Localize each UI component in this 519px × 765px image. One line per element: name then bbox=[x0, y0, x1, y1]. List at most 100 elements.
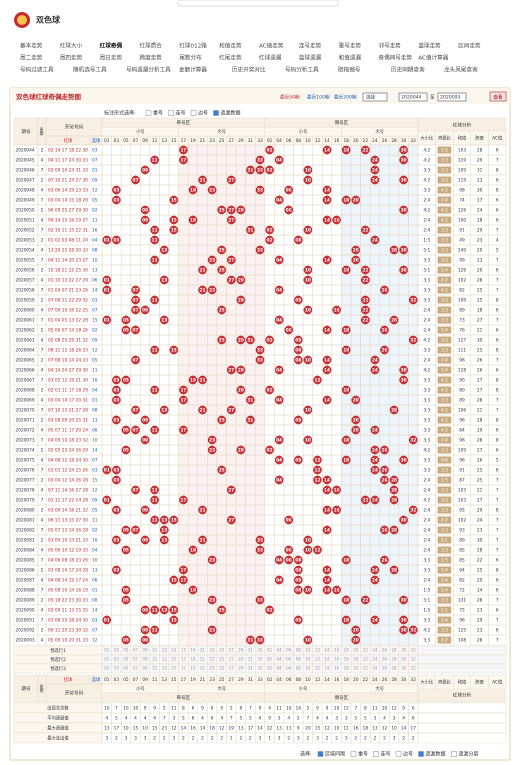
preselect-number[interactable]: 08 bbox=[296, 648, 302, 653]
preselect-number[interactable]: 24 bbox=[372, 657, 378, 662]
preselect-number[interactable]: 12 bbox=[315, 657, 321, 662]
preselect-number[interactable]: 10 bbox=[305, 657, 311, 662]
preselect-number[interactable]: 21 bbox=[200, 666, 206, 671]
nav-link[interactable]: 号码遗漏分析工具 bbox=[126, 66, 171, 74]
preselect-number[interactable]: 18 bbox=[344, 666, 350, 671]
checkbox[interactable] bbox=[213, 110, 219, 116]
preselect-number[interactable]: 02 bbox=[267, 657, 273, 662]
preselect-number[interactable]: 23 bbox=[210, 666, 216, 671]
nav-link[interactable]: 蓝球走势 bbox=[418, 42, 441, 50]
preselect-number[interactable]: 17 bbox=[181, 657, 187, 662]
preselect-number[interactable]: 19 bbox=[190, 657, 196, 662]
checkbox[interactable] bbox=[451, 751, 457, 757]
from-value[interactable]: 2020044 bbox=[401, 95, 422, 101]
preselect-number[interactable]: 15 bbox=[171, 657, 177, 662]
preselect-number[interactable]: 15 bbox=[171, 666, 177, 671]
checkbox[interactable] bbox=[168, 110, 174, 116]
preselect-number[interactable]: 14 bbox=[324, 648, 330, 653]
preselect-number[interactable]: 10 bbox=[305, 666, 311, 671]
preselect-number[interactable]: 30 bbox=[401, 648, 407, 653]
nav-link[interactable]: 红尾走势 bbox=[219, 54, 242, 62]
preselect-number[interactable]: 28 bbox=[392, 657, 398, 662]
preselect-number[interactable]: 29 bbox=[238, 657, 244, 662]
preselect-number[interactable]: 26 bbox=[382, 648, 388, 653]
preselect-number[interactable]: 25 bbox=[219, 657, 225, 662]
checkbox-label[interactable]: 连号 bbox=[381, 751, 391, 758]
preselect-number[interactable]: 05 bbox=[123, 666, 129, 671]
preselect-number[interactable]: 10 bbox=[305, 648, 311, 653]
preselect-number[interactable]: 29 bbox=[238, 666, 244, 671]
checkbox-label[interactable]: 遗漏数据 bbox=[426, 751, 446, 758]
nav-link[interactable]: 号码分析工具 bbox=[285, 66, 319, 74]
preselect-number[interactable]: 07 bbox=[133, 666, 139, 671]
nav-link[interactable]: 历史同期查询 bbox=[391, 66, 425, 74]
preselect-number[interactable]: 06 bbox=[286, 657, 292, 662]
preselect-number[interactable]: 29 bbox=[238, 648, 244, 653]
nav-link[interactable]: 红球质合 bbox=[140, 42, 163, 50]
preselect-number[interactable]: 32 bbox=[411, 666, 417, 671]
preselect-number[interactable]: 19 bbox=[190, 666, 196, 671]
preselect-number[interactable]: 09 bbox=[143, 666, 149, 671]
nav-link[interactable]: AC值计算器 bbox=[418, 54, 448, 62]
preselect-number[interactable]: 07 bbox=[133, 657, 139, 662]
preselect-number[interactable]: 20 bbox=[353, 657, 359, 662]
nav-link[interactable]: 区间走势 bbox=[458, 42, 481, 50]
from-input[interactable] bbox=[398, 92, 428, 102]
preselect-number[interactable]: 13 bbox=[162, 657, 168, 662]
checkbox[interactable] bbox=[145, 110, 152, 116]
checkbox-label[interactable]: 边号 bbox=[403, 751, 413, 758]
to-input[interactable] bbox=[437, 92, 467, 102]
checkbox[interactable] bbox=[190, 110, 197, 116]
preselect-number[interactable]: 21 bbox=[200, 648, 206, 653]
nav-link[interactable]: 周四走势 bbox=[60, 54, 83, 62]
view-button[interactable] bbox=[489, 91, 507, 102]
preselect-number[interactable]: 13 bbox=[162, 648, 168, 653]
nav-link[interactable]: 跨度走势 bbox=[140, 54, 163, 62]
preselect-number[interactable]: 24 bbox=[372, 648, 378, 653]
preselect-number[interactable]: 19 bbox=[190, 648, 196, 653]
preselect-number[interactable]: 30 bbox=[401, 666, 407, 671]
preselect-number[interactable]: 09 bbox=[143, 657, 149, 662]
nav-link[interactable]: 金额计算器 bbox=[179, 66, 207, 74]
nav-link[interactable]: 红球012路 bbox=[179, 42, 207, 50]
preselect-number[interactable]: 08 bbox=[296, 666, 302, 671]
preselect-number[interactable]: 11 bbox=[152, 648, 158, 653]
preselect-number[interactable]: 31 bbox=[248, 666, 254, 671]
checkbox[interactable] bbox=[317, 751, 324, 757]
checkbox-label[interactable]: 遗漏分层 bbox=[459, 751, 479, 758]
select-label[interactable]: 选择 bbox=[366, 94, 376, 101]
preselect-number[interactable]: 04 bbox=[277, 657, 283, 662]
preselect-number[interactable]: 20 bbox=[353, 648, 359, 653]
nav-link[interactable]: 邻号走势 bbox=[379, 42, 402, 50]
preselect-number[interactable]: 25 bbox=[219, 666, 225, 671]
nav-link[interactable]: 蓝球遗漏 bbox=[299, 54, 322, 62]
nav-link[interactable]: 尾数分布 bbox=[179, 54, 202, 62]
nav-link[interactable]: 周二走势 bbox=[20, 54, 43, 62]
preselect-number[interactable]: 31 bbox=[248, 657, 254, 662]
preselect-number[interactable]: 01 bbox=[104, 666, 110, 671]
preselect-number[interactable]: 21 bbox=[200, 657, 206, 662]
preselect-number[interactable]: 23 bbox=[210, 648, 216, 653]
preselect-number[interactable]: 31 bbox=[248, 648, 254, 653]
nav-link[interactable]: 随机选号工具 bbox=[73, 66, 107, 74]
nav-link[interactable]: 和值走势 bbox=[219, 42, 242, 50]
nav-link[interactable]: AC值走势 bbox=[259, 42, 284, 50]
nav-link[interactable]: 红球大小 bbox=[60, 42, 83, 50]
preselect-number[interactable]: 01 bbox=[104, 657, 110, 662]
to-value[interactable]: 2020093 bbox=[440, 95, 461, 101]
checkbox[interactable] bbox=[373, 751, 379, 757]
preselect-number[interactable]: 15 bbox=[171, 648, 177, 653]
preselect-number[interactable]: 06 bbox=[286, 666, 292, 671]
preselect-number[interactable]: 23 bbox=[210, 657, 216, 662]
checkbox[interactable] bbox=[350, 751, 357, 757]
preselect-number[interactable]: 28 bbox=[392, 648, 398, 653]
preselect-number[interactable]: 26 bbox=[382, 666, 388, 671]
nav-link[interactable]: 龙头凤尾查询 bbox=[444, 66, 478, 74]
preselect-number[interactable]: 28 bbox=[392, 666, 398, 671]
preselect-number[interactable]: 13 bbox=[162, 666, 168, 671]
preselect-number[interactable]: 25 bbox=[219, 648, 225, 653]
preselect-number[interactable]: 18 bbox=[344, 657, 350, 662]
preselect-number[interactable]: 20 bbox=[353, 666, 359, 671]
preselect-number[interactable]: 14 bbox=[324, 657, 330, 662]
preselect-number[interactable]: 14 bbox=[324, 666, 330, 671]
